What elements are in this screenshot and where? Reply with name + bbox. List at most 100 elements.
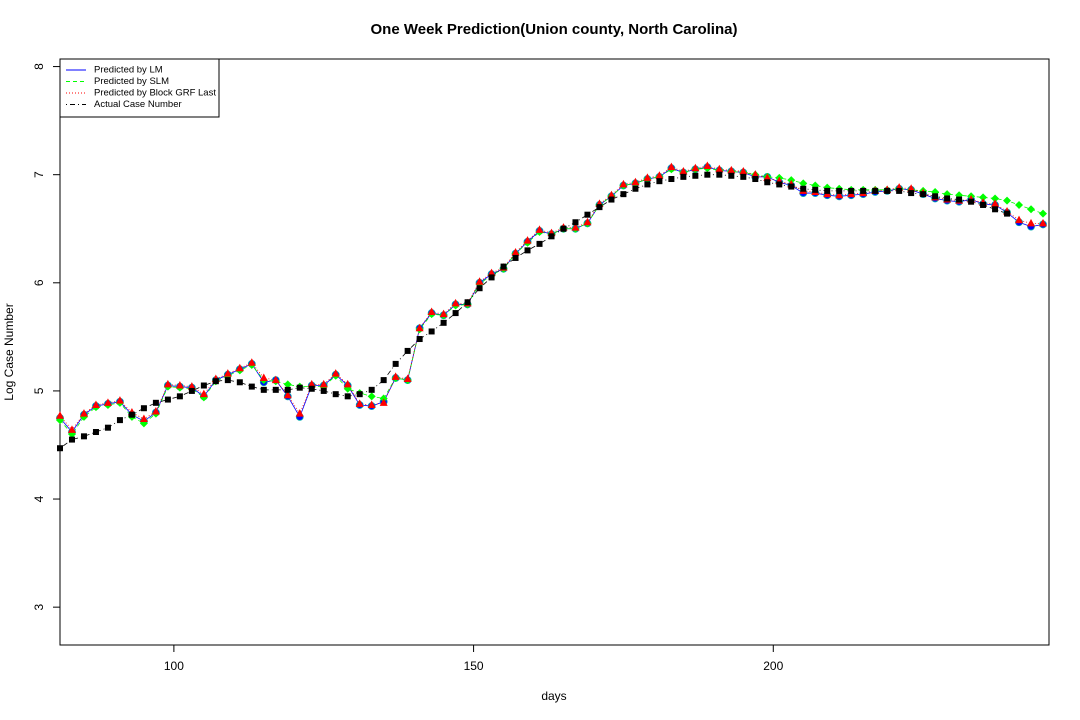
point [992,206,999,213]
x-tick-label: 150 [464,659,484,673]
point [235,363,244,372]
point [68,436,75,443]
y-tick-label: 3 [32,604,46,611]
point [440,319,447,326]
point [283,390,292,399]
point [1015,215,1024,224]
point [331,369,340,377]
point [812,186,819,193]
point [740,173,747,180]
point [884,187,891,194]
point [1027,205,1036,214]
point [668,176,675,183]
point [199,389,208,398]
point [932,193,939,200]
point [896,187,903,194]
point [91,400,100,408]
point [260,386,267,393]
point [79,409,88,417]
plot-frame [59,58,1050,646]
point [248,383,255,390]
point [428,328,435,335]
point [283,380,292,389]
point [619,179,628,188]
point [308,385,315,392]
point [584,211,591,218]
point [848,187,855,194]
point [223,369,232,377]
point [392,360,399,367]
point [284,386,291,393]
point [464,299,471,306]
point [380,377,387,384]
point [920,191,927,198]
point [535,225,544,233]
point [476,285,483,292]
point [403,374,412,383]
point [524,247,531,254]
point [92,429,99,436]
series-line [59,165,1044,431]
y-tick-label: 7 [32,171,46,178]
point [511,248,520,256]
point [704,171,711,178]
series-line [59,167,1044,435]
point [631,177,640,186]
point [727,165,736,174]
point [451,298,460,307]
point [379,398,388,406]
point [307,379,316,388]
point [296,384,303,391]
point [991,199,1000,207]
point [571,223,580,231]
point [739,166,748,175]
point [763,173,772,181]
point [427,307,436,315]
point [151,406,160,415]
x-axis-label: days [541,689,566,703]
point [272,386,279,393]
point [1003,196,1012,205]
point [908,190,915,197]
point [140,405,147,412]
point [200,382,207,389]
point [607,190,616,199]
point [152,399,159,406]
point [1027,218,1036,227]
point [344,393,351,400]
point [320,387,327,394]
point [632,185,639,192]
legend-box [59,58,220,118]
point [247,358,256,366]
point [560,225,567,232]
point [523,236,532,244]
point [212,378,219,385]
point [572,219,579,226]
point [104,424,111,431]
point [259,373,268,381]
point [367,392,376,401]
point [644,181,651,188]
point [416,336,423,343]
point [355,399,364,407]
point [187,382,196,390]
point [56,411,64,419]
point [944,195,951,202]
point [475,277,484,285]
legend-label: Predicted by LM [94,65,163,76]
point [968,198,975,205]
point [67,425,76,433]
point [236,379,243,386]
point [80,433,87,440]
point [319,379,328,388]
point [991,194,1000,203]
point [439,309,448,318]
point [487,268,496,277]
chart-title: One Week Prediction(Union county, North … [371,21,738,38]
point [295,409,304,417]
point [163,379,172,388]
point [343,379,352,388]
point [692,172,699,179]
point [548,233,555,240]
